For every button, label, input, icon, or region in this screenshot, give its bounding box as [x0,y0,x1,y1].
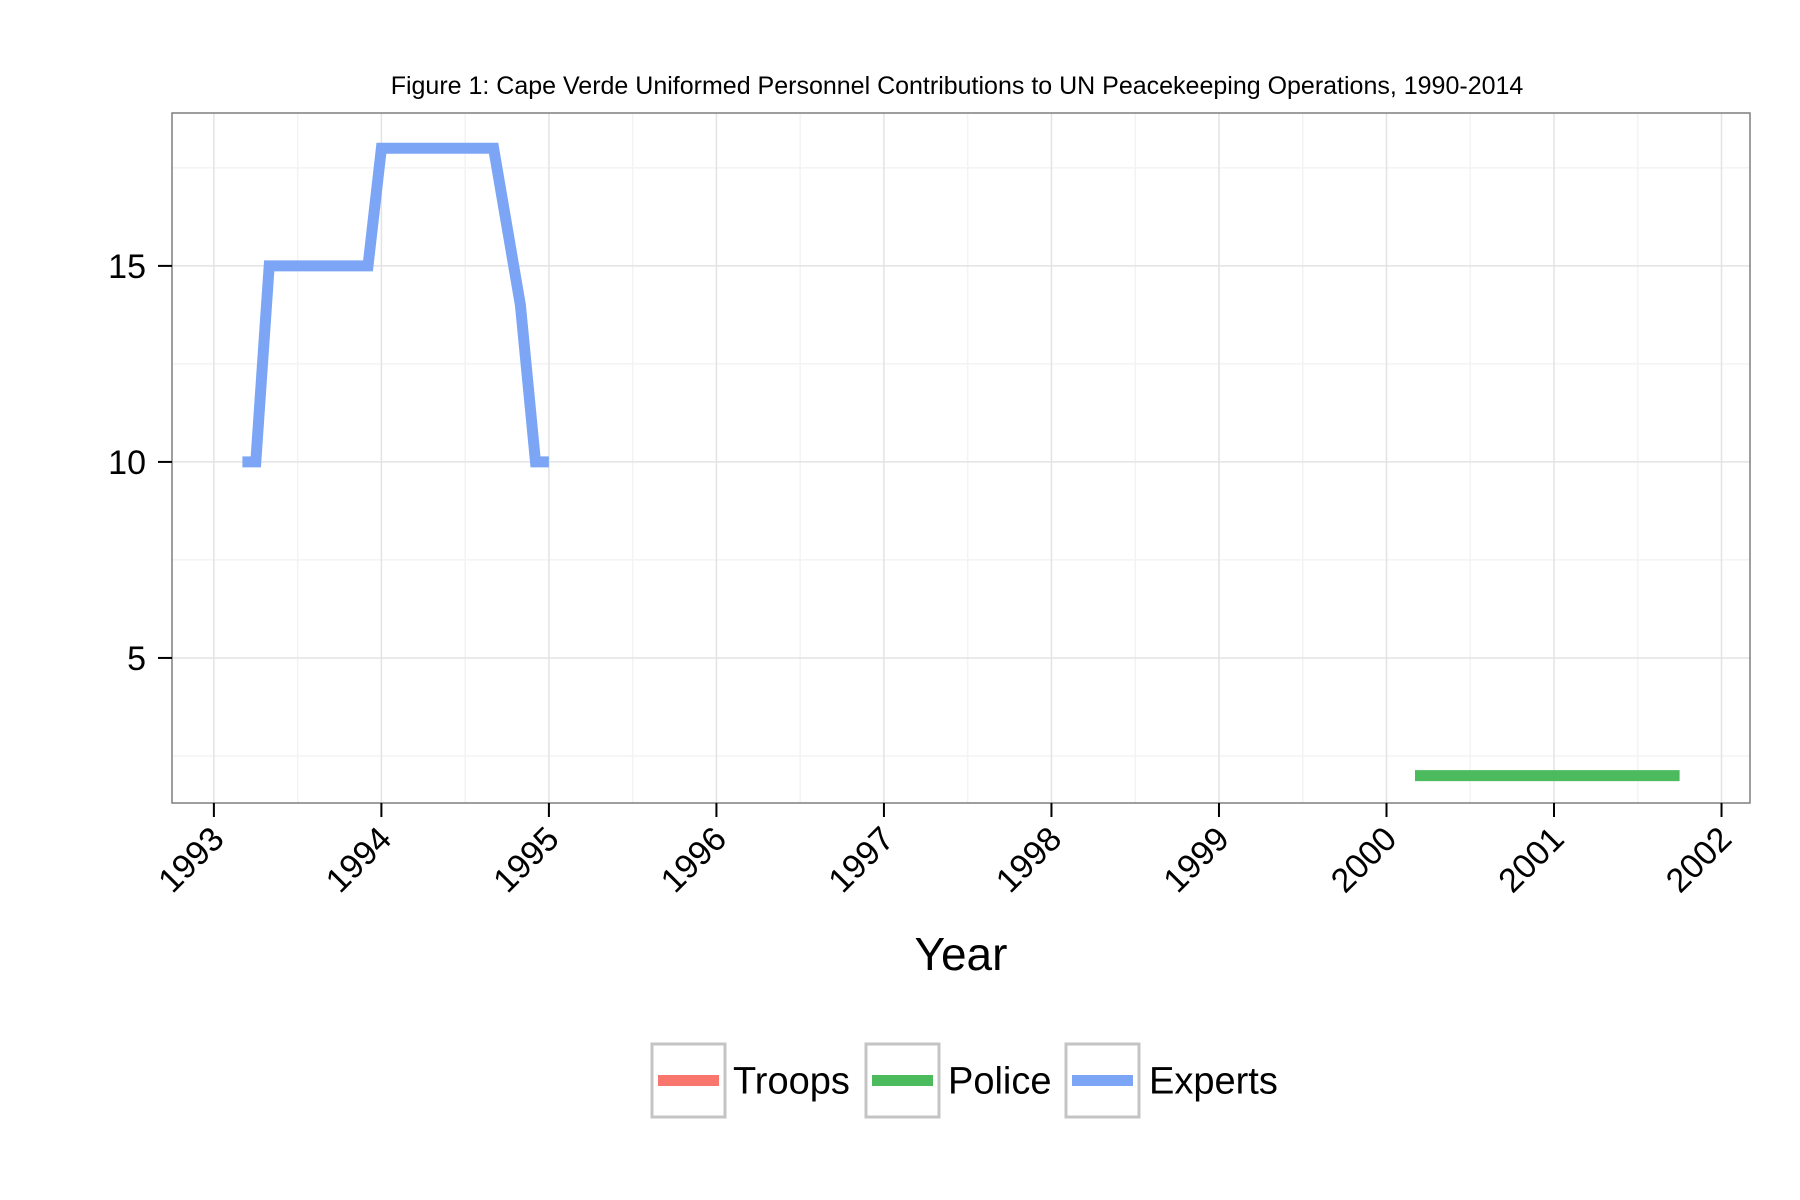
x-axis-title: Year [915,928,1008,980]
series-line-experts [242,142,549,468]
plot-border [171,112,1751,804]
legend: Troops Police Experts [650,1042,1278,1119]
series-layer [242,142,1680,782]
legend-item-police: Police [864,1042,1052,1119]
major-gridlines [172,113,1750,803]
x-tick-label: 1993 [151,820,231,900]
x-axis: 1993 1994 1995 1996 1997 1998 1999 2000 2001 2002 [151,803,1739,900]
y-tick-label: 15 [108,248,146,286]
plot-area [171,112,1751,804]
legend-item-experts: Experts [1064,1042,1278,1119]
legend-label: Experts [1149,1061,1278,1103]
legend-label: Police [948,1061,1052,1103]
x-tick-label: 1998 [989,820,1069,900]
plot-background [172,113,1750,803]
x-tick-label: 2002 [1659,820,1739,900]
x-tick-label: 2001 [1491,820,1571,900]
x-tick-label: 2000 [1324,820,1404,900]
x-tick-label: 1999 [1156,820,1236,900]
minor-gridlines [172,113,1750,803]
x-tick-label: 1994 [319,820,399,900]
legend-label: Troops [733,1061,850,1103]
y-tick-label: 5 [127,640,146,678]
x-tick-label: 1996 [654,820,734,900]
x-tick-label: 1997 [821,820,901,900]
y-axis: 5 10 15 [108,248,172,678]
chart-title: Figure 1: Cape Verde Uniformed Personnel… [391,72,1524,100]
legend-item-troops: Troops [650,1042,850,1119]
x-tick-label: 1995 [486,820,566,900]
y-tick-label: 10 [108,444,146,482]
